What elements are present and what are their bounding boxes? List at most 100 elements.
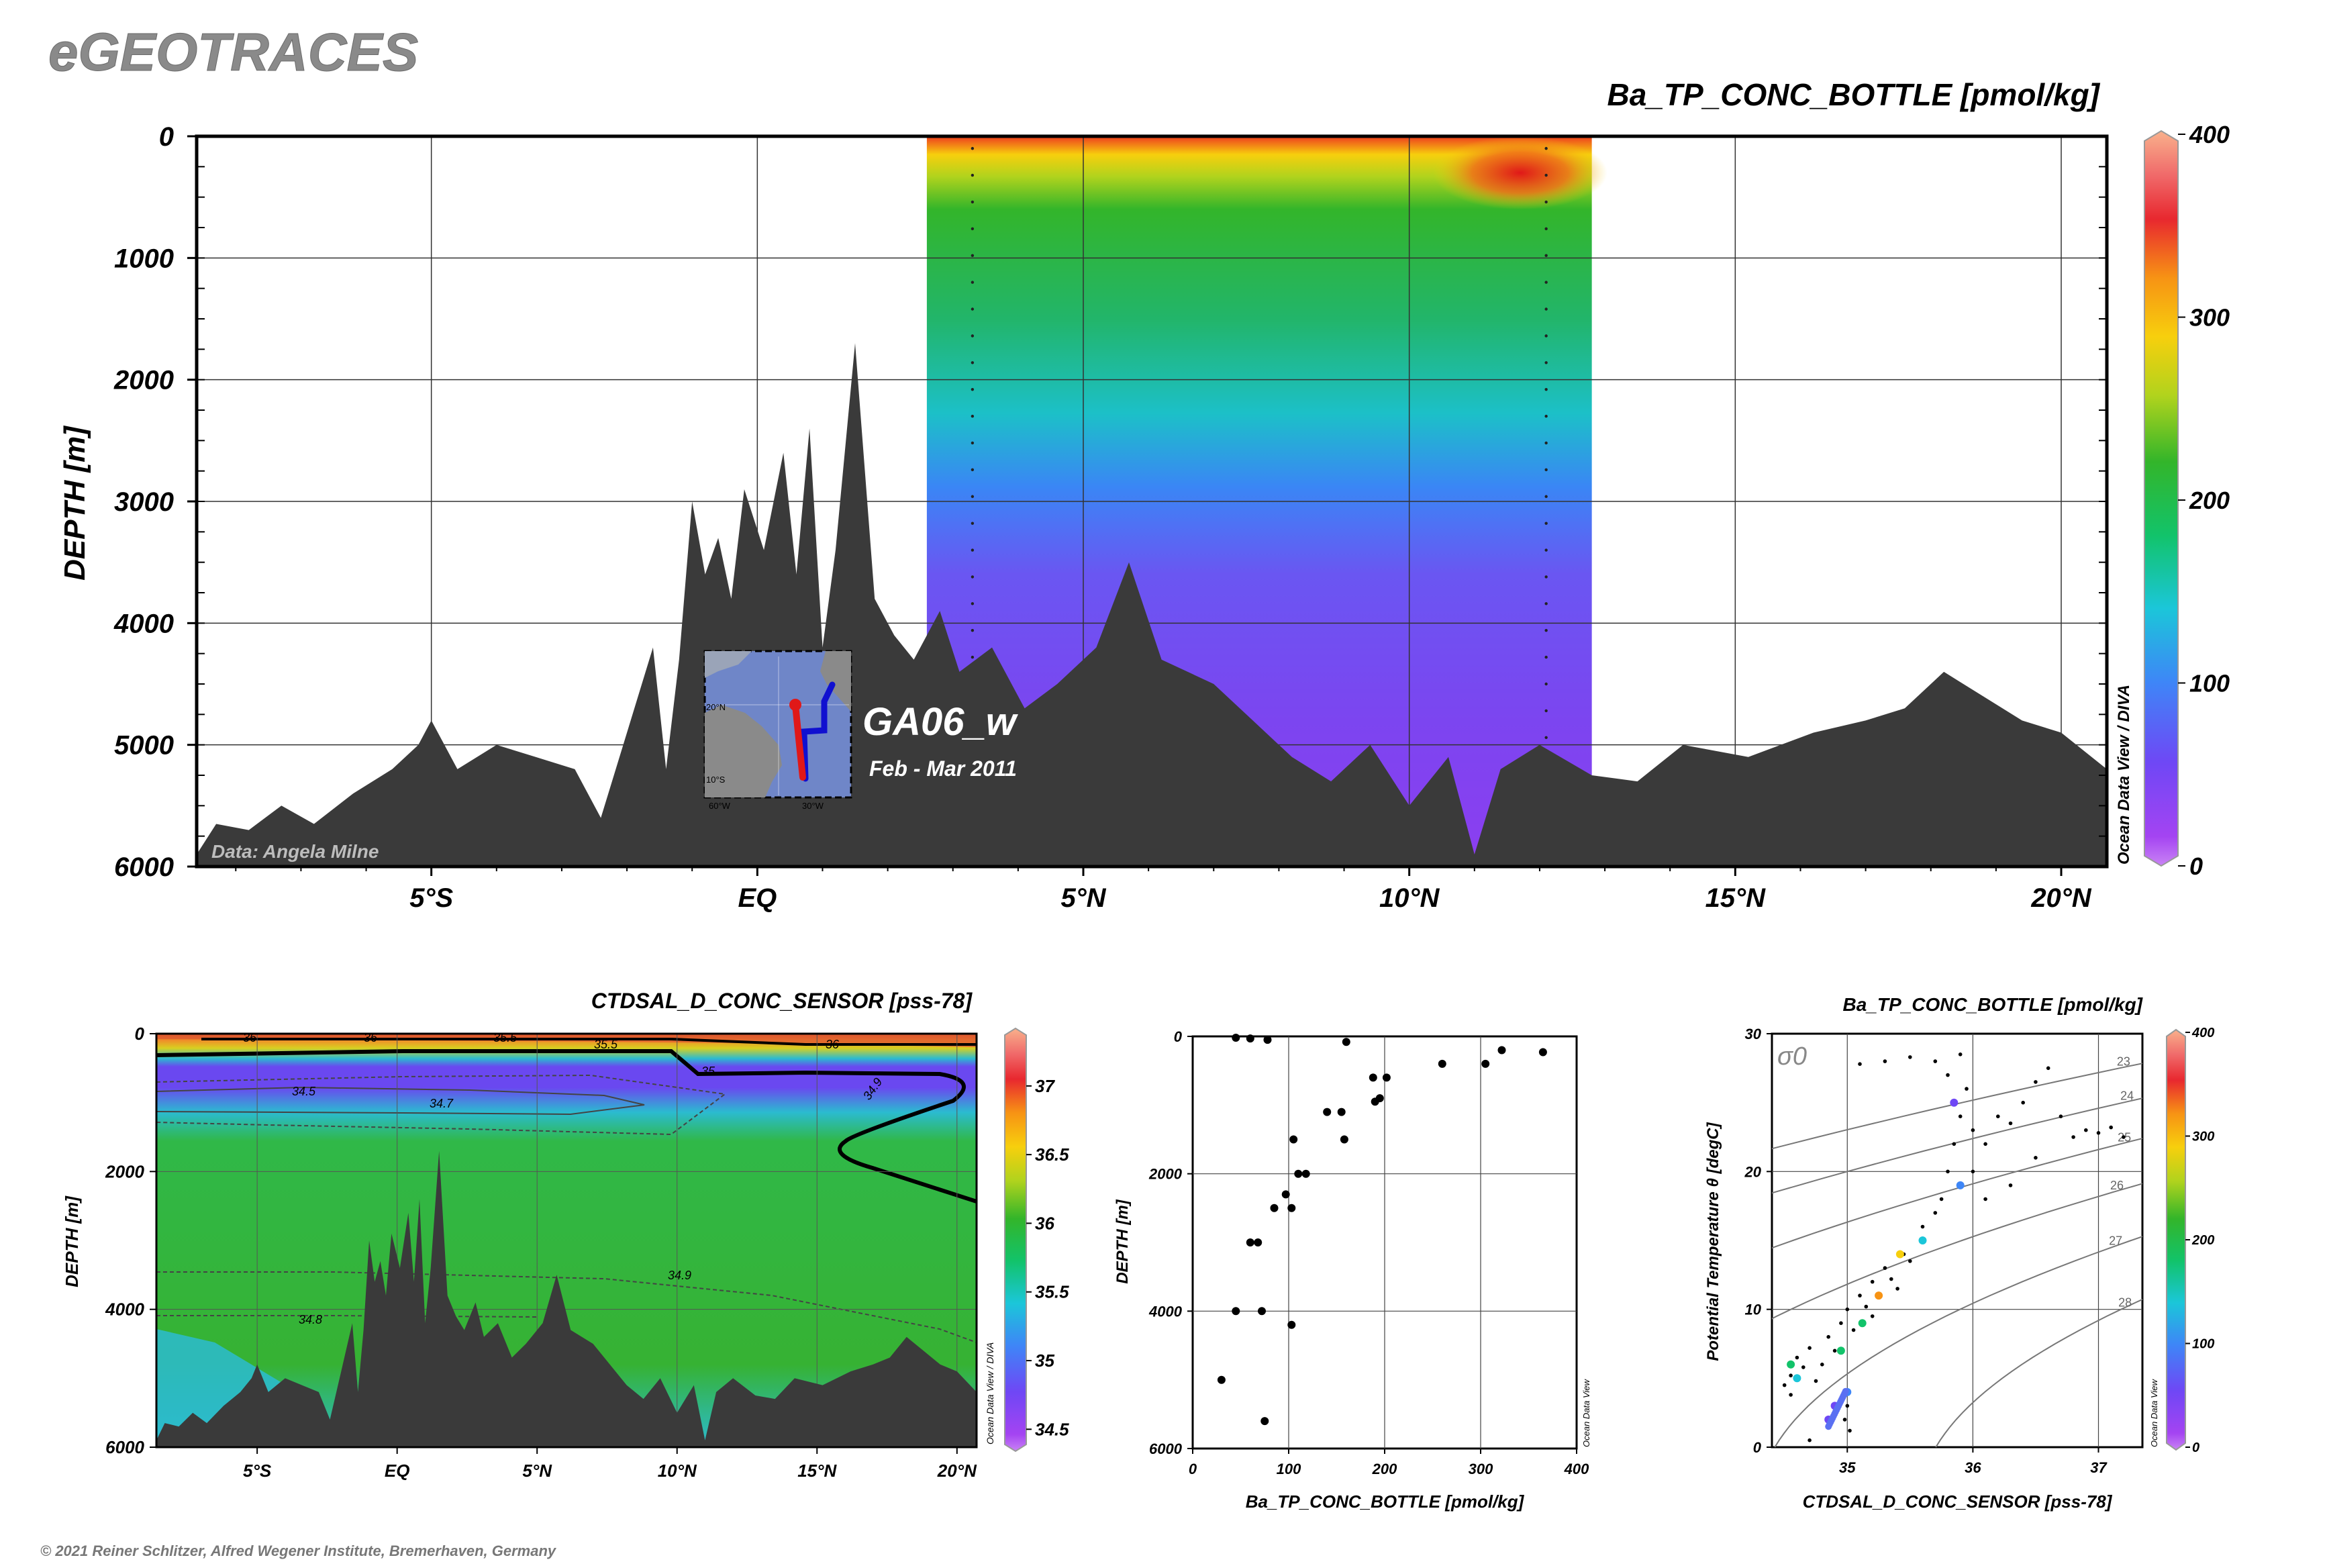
profile-point (1382, 1073, 1391, 1082)
profile-point (1281, 1190, 1290, 1199)
salinity-contour-label: 35.5 (493, 1031, 517, 1044)
x-tick-label: 200 (1372, 1461, 1397, 1477)
station-sample-dot (971, 602, 975, 605)
ts-point (1983, 1142, 1987, 1146)
ts-point (1845, 1307, 1850, 1312)
ts-colored-point (1858, 1319, 1867, 1328)
inset-land-north (705, 651, 752, 678)
station-sample-dot (971, 254, 975, 257)
profile-odv-credit: Ocean Data View (1581, 1378, 1591, 1447)
profile-points (1217, 1034, 1547, 1426)
y-tick-label: 0 (1753, 1439, 1762, 1456)
profile-point (1217, 1375, 1226, 1384)
colorbar-tick-label: 36.5 (1035, 1144, 1069, 1165)
station-sample-dot (971, 655, 975, 659)
ts-colored-point (1895, 1250, 1904, 1259)
y-tick-label: 4000 (113, 609, 174, 638)
station-sample-dot (1544, 227, 1548, 231)
ts-point (1782, 1383, 1787, 1387)
salinity-contour-label: 34.7 (430, 1097, 454, 1110)
station-sample-dot (971, 468, 975, 472)
colorbar-tick-label: 34.5 (1035, 1419, 1069, 1439)
y-tick-label: 30 (1745, 1026, 1762, 1042)
profile-point (1497, 1046, 1506, 1055)
isopycnal-line (1772, 1097, 2142, 1194)
station-sample-dot (1544, 629, 1548, 632)
profile-point (1342, 1038, 1350, 1046)
profile-point (1289, 1135, 1298, 1144)
profile-point (1371, 1097, 1379, 1106)
isopycnal-label: 26 (2110, 1179, 2124, 1192)
ts-colored-point (1950, 1098, 1959, 1107)
ts-point (1908, 1259, 1912, 1263)
profile-point (1438, 1059, 1446, 1068)
ts-point (1908, 1055, 1912, 1059)
x-tick-label: 15°N (1705, 883, 1766, 913)
profile-point (1270, 1204, 1279, 1212)
profile-point (1323, 1108, 1332, 1116)
ts-point (1971, 1169, 1975, 1174)
salinity-bathymetry (156, 1150, 977, 1447)
salinity-contour-label: 34.9 (668, 1269, 691, 1282)
salinity-contour-36 (201, 1038, 977, 1046)
ts-point (1858, 1062, 1862, 1066)
ts-point (1971, 1128, 1975, 1132)
x-tick-label: 5°S (409, 883, 453, 913)
inset-lon-label-e: 30°W (802, 801, 824, 811)
x-tick-label: 15°N (797, 1461, 837, 1481)
profile-point (1232, 1307, 1240, 1316)
inset-track-blue (801, 681, 836, 782)
salinity-title: CTDSAL_D_CONC_SENSOR [pss-78] (591, 989, 973, 1013)
station-sample-dot (971, 173, 975, 177)
ts-sigma-label: σ0 (1777, 1042, 1807, 1071)
salinity-contour-label: 34.5 (292, 1085, 316, 1098)
ts-odv-credit: Ocean Data View (2149, 1378, 2159, 1447)
main-station-dots (971, 146, 1548, 739)
profile-point (1246, 1238, 1254, 1246)
colorbar-tick-label: 400 (2189, 121, 2230, 148)
main-y-label: DEPTH [m] (58, 426, 91, 581)
inset-period: Feb - Mar 2011 (869, 756, 1017, 781)
copyright: © 2021 Reiner Schlitzer, Alfred Wegener … (40, 1542, 557, 1559)
ts-point (1814, 1379, 1818, 1383)
station-sample-dot (1544, 682, 1548, 686)
y-tick-label: 3000 (114, 487, 174, 517)
station-sample-dot (971, 522, 975, 525)
salinity-colorbar-ticks: 34.5 35 35.5 36 36.5 37 (1026, 1076, 1069, 1439)
station-sample-dot (971, 227, 975, 231)
x-tick-label: 10°N (658, 1461, 697, 1481)
ts-point (1808, 1438, 1812, 1442)
y-tick-label: 10 (1745, 1302, 1762, 1318)
profile-point (1232, 1034, 1240, 1042)
x-tick-label: 36 (1965, 1459, 1981, 1476)
ts-point (2122, 1135, 2126, 1139)
station-sample-dot (971, 307, 975, 311)
station-sample-dot (971, 441, 975, 445)
ts-point (1839, 1321, 1843, 1325)
station-sample-dot (971, 146, 975, 150)
x-tick-label: 0 (1189, 1461, 1197, 1477)
station-sample-dot (971, 414, 975, 418)
ts-point (1952, 1142, 1957, 1146)
profile-point (1340, 1135, 1348, 1144)
y-tick-label: 6000 (105, 1437, 144, 1457)
ts-point (1958, 1114, 1963, 1118)
ts-point (2021, 1100, 2025, 1105)
salinity-contour-35 (156, 1049, 977, 1204)
profile-point (1481, 1059, 1490, 1068)
station-sample-dot (1544, 414, 1548, 418)
station-sample-dot (1544, 173, 1548, 177)
ts-point (1789, 1393, 1793, 1397)
x-tick-label: 35 (1839, 1459, 1856, 1476)
ts-colorbar-ticks: 0 100 200 300 400 (2185, 1026, 2214, 1455)
station-sample-dot (1544, 522, 1548, 525)
profile-point (1258, 1307, 1266, 1316)
station-sample-dot (1544, 307, 1548, 311)
x-tick-label: EQ (738, 883, 777, 913)
ts-point (1832, 1349, 1837, 1353)
station-sample-dot (971, 361, 975, 364)
salinity-contour-345 (156, 1086, 645, 1116)
y-tick-label: 2000 (1148, 1166, 1183, 1183)
